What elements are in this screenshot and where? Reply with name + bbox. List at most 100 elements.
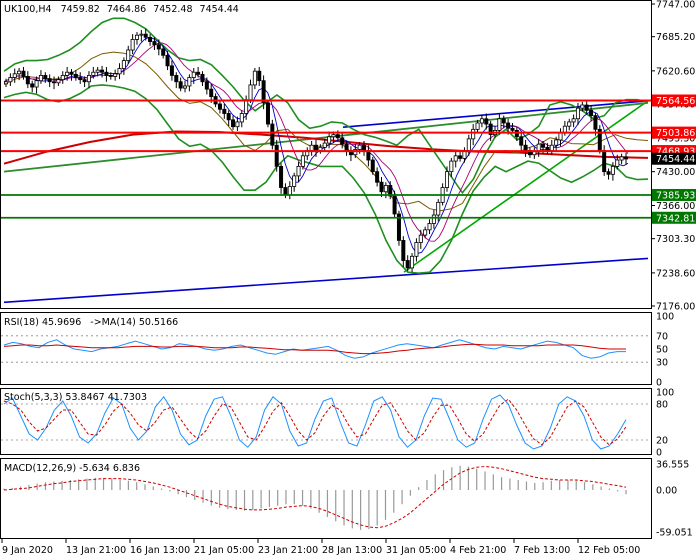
price-tick-label: 7303.30 [656,234,695,245]
candle-body [108,75,113,77]
stoch-tick-label: 100 [656,388,674,399]
stoch-plot [1,394,651,450]
price-tick-label: 7685.20 [656,32,695,43]
macd-panel-frame [0,458,652,539]
stoch-tick-label: 0 [656,448,662,459]
candle-body [30,83,35,88]
time-tick-label: 16 Jan 13:00 [130,545,190,556]
candle-body [471,128,476,140]
bollinger-lower-band [3,84,649,275]
bollinger-upper-band [3,17,649,195]
candle-body [558,132,563,141]
candle-body [497,118,502,131]
candle-body [239,113,244,123]
candle-body [300,155,305,167]
price-level-label: 7468.93 [656,147,695,158]
price-tick-label: 7238.60 [656,268,695,279]
candle-body [161,48,166,56]
candle-body [69,71,74,75]
time-tick-label: 28 Jan 13:00 [322,545,382,556]
time-tick-label: 7 Feb 13:00 [514,545,570,556]
time-tick-label: 31 Jan 05:00 [386,545,446,556]
candle-body [25,76,30,85]
candle-body [427,223,432,231]
candle-body [143,33,148,38]
candle-body [567,121,572,127]
candle-body [562,125,567,133]
candle-body [296,165,301,177]
moving-average-red [3,130,649,165]
candle-body [383,185,388,193]
candle-body [191,71,196,78]
candle-body [610,165,615,175]
candle-body [38,75,43,82]
candle-body [353,149,358,156]
candle-body [541,143,546,148]
candle-body [309,144,314,151]
candle-body [340,137,345,145]
candle-body [91,71,96,76]
rsi-tick-label: 30 [656,358,668,369]
candle-body [226,113,231,121]
candle-body [104,71,109,76]
time-tick-label: 9 Jan 2020 [2,545,53,556]
candle-body [431,214,436,224]
candle-body [488,123,493,136]
last-price-label: 7454.44 [656,154,695,165]
candle-body [589,109,594,116]
price-tick-label: 7493.30 [656,134,695,145]
candle-body [178,81,183,89]
candle-body [287,186,292,196]
candle-body [436,201,441,216]
candle-body [274,144,279,167]
candle-body [217,103,222,110]
macd-tick-label: 0.00 [656,485,677,496]
ohlc-high: 7464.86 [107,4,146,15]
candle-body [139,33,144,36]
stoch-title: Stoch(5,3,3) 53.8467 41.7303 [4,392,147,403]
candle-body [56,79,61,84]
candle-body [357,144,362,150]
rsi-plot [1,335,651,363]
candle-body [8,77,13,83]
candle-body [410,255,415,269]
candle-body [401,240,406,261]
candle-body [95,69,100,73]
macd-title: MACD(12,26,9) -5.634 6.836 [4,463,140,474]
candle-body [34,80,39,88]
candle-body [335,134,340,139]
candle-body [187,77,192,87]
candle-body [174,75,179,83]
candle-body [331,134,336,138]
rsi-tick-label: 0 [656,378,662,389]
ohlc-low: 7452.48 [153,4,192,15]
price-level-label: 7385.93 [656,190,695,201]
candle-body [318,146,323,151]
candle-body [117,68,122,75]
candle-body [392,195,397,215]
candle-body [375,171,380,183]
candle-body [602,150,607,173]
moving-average-slow [3,102,649,173]
candle-body [52,81,57,84]
candle-body [82,79,87,83]
candle-body [43,75,48,79]
price-level-tag [652,94,696,107]
price-tick-label: 7747.00 [656,0,695,11]
candle-body [130,39,135,51]
candle-body [370,159,375,173]
time-axis: 9 Jan 2020 13 Jan 21:00 16 Jan 13:00 21 Jan… [1,539,640,556]
candle-body [606,171,611,175]
candle-body [231,119,236,128]
candle-body [60,75,65,81]
candle-body [379,181,384,193]
candle-body [484,118,489,125]
candle-body [100,69,105,73]
time-tick-label: 13 Jan 21:00 [66,545,126,556]
candle-body [257,70,262,82]
candle-body [169,65,174,76]
candle-body [248,84,253,101]
macd-axis: 36.555 0.00 -59.051 [656,460,693,539]
candle-body [265,102,270,125]
candle-body [523,144,528,151]
